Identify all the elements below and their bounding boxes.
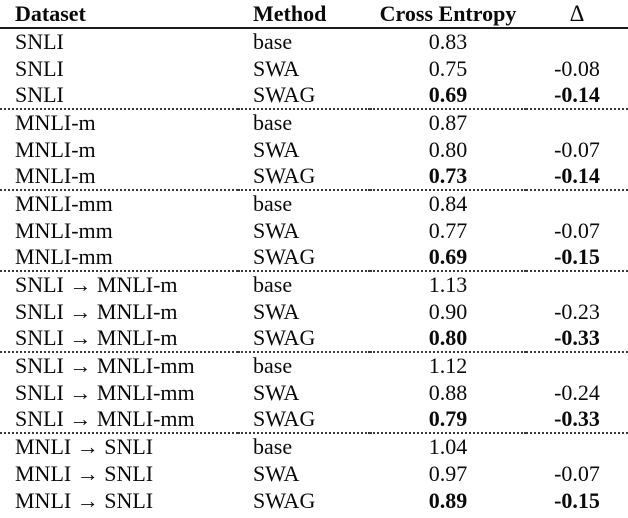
col-header-method: Method <box>238 0 370 29</box>
method-cell: base <box>238 189 370 217</box>
cross-entropy-cell: 0.80 <box>428 136 468 162</box>
method-cell: SWAG <box>253 82 316 107</box>
method-cell: SWAG <box>253 163 316 188</box>
method-cell: SWAG <box>253 487 316 513</box>
cross-entropy-cell: 0.84 <box>370 189 526 217</box>
dataset-cell: SNLI → MNLI-m <box>15 325 178 350</box>
method-cell: SWA <box>253 460 300 486</box>
method-cell: base <box>238 432 370 460</box>
table-row: MNLI-m base 0.87 <box>0 108 628 136</box>
delta-cell: -0.33 <box>554 325 600 350</box>
cross-entropy-cell: 0.73 <box>428 163 468 188</box>
cross-entropy-cell: 0.83 <box>428 29 468 54</box>
cross-entropy-cell: 0.77 <box>428 217 468 243</box>
dataset-cell: SNLI <box>15 82 64 107</box>
method-cell: SWA <box>253 136 300 162</box>
cross-entropy-cell: 0.75 <box>428 55 468 81</box>
dataset-cell: SNLI → MNLI-mm <box>15 379 195 405</box>
delta-cell: -0.15 <box>554 244 600 269</box>
table-row: MNLI-mm base 0.84 <box>0 189 628 217</box>
table-row: MNLI-mm SWA 0.77 -0.07 <box>0 217 628 244</box>
cross-entropy-cell: 0.90 <box>428 298 468 324</box>
delta-cell: -0.15 <box>554 487 600 513</box>
delta-cell <box>526 108 628 136</box>
cross-entropy-cell: 0.89 <box>428 487 468 513</box>
delta-cell <box>526 189 628 217</box>
delta-cell: -0.14 <box>554 82 600 107</box>
table-row: SNLI → MNLI-m SWA 0.90 -0.23 <box>0 298 628 325</box>
dataset-cell: SNLI <box>15 55 64 81</box>
delta-cell: -0.07 <box>554 136 600 162</box>
method-cell: SWAG <box>253 406 316 431</box>
cross-entropy-cell: 0.69 <box>428 82 468 107</box>
delta-cell: -0.33 <box>554 406 600 431</box>
method-cell: base <box>253 29 293 54</box>
method-cell: SWAG <box>253 325 316 350</box>
dataset-cell: MNLI → SNLI <box>15 487 154 513</box>
table-row: SNLI → MNLI-mm SWA 0.88 -0.24 <box>0 379 628 406</box>
dataset-cell: SNLI → MNLI-mm <box>15 406 195 431</box>
cross-entropy-cell: 1.04 <box>370 432 526 460</box>
delta-cell: -0.14 <box>554 163 600 188</box>
dataset-cell: MNLI-mm <box>0 189 238 217</box>
dataset-cell: MNLI → SNLI <box>0 432 238 460</box>
col-header-dataset: Dataset <box>0 0 238 29</box>
table-row: MNLI → SNLI SWA 0.97 -0.07 <box>0 460 628 487</box>
cross-entropy-cell: 0.97 <box>428 460 468 486</box>
method-cell: SWA <box>253 379 300 405</box>
table-row: SNLI → MNLI-mm base 1.12 <box>0 351 628 379</box>
table-row: SNLI → MNLI-mm SWAG 0.79 -0.33 <box>0 406 628 433</box>
cross-entropy-cell: 0.87 <box>370 108 526 136</box>
delta-cell: -0.24 <box>554 379 600 405</box>
table-row: SNLI SWAG 0.69 -0.14 <box>0 82 628 109</box>
method-cell: base <box>238 351 370 379</box>
delta-cell <box>526 28 628 55</box>
table-row: SNLI → MNLI-m SWAG 0.80 -0.33 <box>0 325 628 352</box>
method-cell: SWAG <box>253 244 316 269</box>
table-row: MNLI-m SWAG 0.73 -0.14 <box>0 163 628 190</box>
delta-cell <box>526 351 628 379</box>
table-row: MNLI → SNLI SWAG 0.89 -0.15 <box>0 487 628 514</box>
dataset-cell: MNLI-m <box>15 163 96 188</box>
method-cell: SWA <box>253 298 300 324</box>
table-row: MNLI → SNLI base 1.04 <box>0 432 628 460</box>
method-cell: base <box>238 270 370 298</box>
table-row: SNLI → MNLI-m base 1.13 <box>0 270 628 298</box>
delta-cell: -0.08 <box>554 55 600 81</box>
cross-entropy-cell: 0.69 <box>428 244 468 269</box>
method-cell: SWA <box>253 217 300 243</box>
dataset-cell: MNLI-mm <box>15 244 113 269</box>
cross-entropy-cell: 0.88 <box>428 379 468 405</box>
dataset-cell: MNLI-m <box>0 108 238 136</box>
cross-entropy-cell: 0.80 <box>428 325 468 350</box>
cross-entropy-cell: 1.13 <box>370 270 526 298</box>
dataset-cell: SNLI → MNLI-m <box>15 298 178 324</box>
delta-cell: -0.07 <box>554 460 600 486</box>
table-row: SNLI base 0.83 <box>0 28 628 55</box>
method-cell: base <box>238 108 370 136</box>
delta-cell <box>526 432 628 460</box>
dataset-cell: MNLI → SNLI <box>15 460 154 486</box>
dataset-cell: MNLI-mm <box>15 217 113 243</box>
col-header-delta: Δ <box>526 0 628 29</box>
table-row: SNLI SWA 0.75 -0.08 <box>0 55 628 82</box>
col-header-cross-entropy: Cross Entropy <box>370 0 526 29</box>
delta-cell: -0.23 <box>554 298 600 324</box>
table-row: MNLI-m SWA 0.80 -0.07 <box>0 136 628 163</box>
cross-entropy-cell: 0.79 <box>428 406 468 431</box>
dataset-cell: MNLI-m <box>15 136 96 162</box>
dataset-cell: SNLI → MNLI-m <box>0 270 238 298</box>
dataset-cell: SNLI <box>15 29 64 54</box>
dataset-cell: SNLI → MNLI-mm <box>0 351 238 379</box>
table-header-row: Dataset Method Cross Entropy Δ <box>0 0 628 29</box>
table-row: MNLI-mm SWAG 0.69 -0.15 <box>0 244 628 271</box>
delta-cell <box>526 270 628 298</box>
cross-entropy-cell: 1.12 <box>370 351 526 379</box>
delta-cell: -0.07 <box>554 217 600 243</box>
method-cell: SWA <box>253 55 300 81</box>
